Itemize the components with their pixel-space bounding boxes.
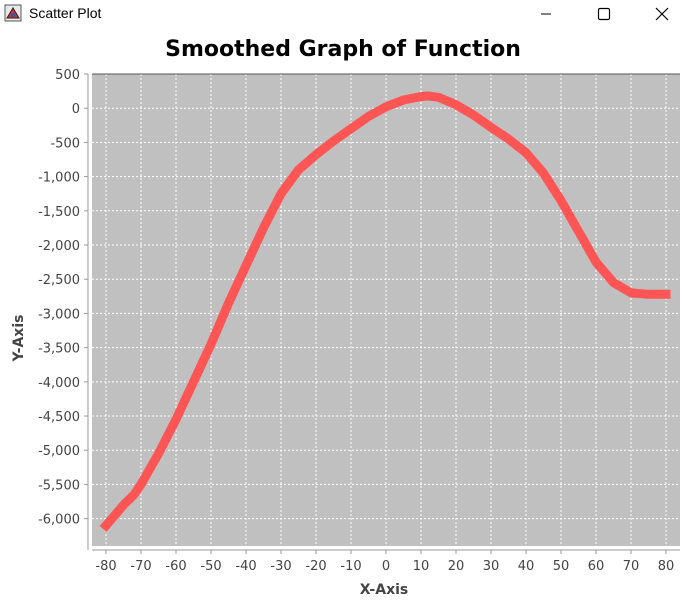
x-tick-label: -10: [340, 559, 361, 574]
y-tick-label: -2,000: [38, 239, 80, 254]
x-tick-labels: -80 -70 -60 -50 -40 -30 -20 -10 0 10 20 30 40 50 60 70 8…: [95, 550, 674, 574]
y-tick-label: 500: [55, 68, 80, 83]
y-tick-label: -4,500: [38, 410, 80, 425]
close-button[interactable]: [633, 0, 687, 27]
x-axis-label: X-Axis: [360, 582, 408, 598]
window-title: Scatter Plot: [29, 5, 102, 21]
x-tick-label: -80: [95, 559, 116, 574]
minimize-button[interactable]: [517, 0, 575, 27]
x-tick-label: -70: [130, 559, 151, 574]
y-tick-label: -4,000: [38, 376, 80, 391]
chart: Smoothed Graph of Function 5000-500-1,00…: [11, 37, 680, 598]
x-tick-label: 70: [623, 559, 640, 574]
x-tick-label: 40: [518, 559, 535, 574]
x-tick-label: -30: [270, 559, 291, 574]
y-axis-label: Y-Axis: [11, 315, 27, 363]
x-tick-label: 50: [553, 559, 570, 574]
x-tick-label: 30: [483, 559, 500, 574]
x-tick-label: -20: [305, 559, 326, 574]
y-tick-label: -2,500: [38, 273, 80, 288]
y-tick-label: -3,000: [38, 307, 80, 322]
app-icon: [4, 4, 22, 22]
y-tick-label: 0: [72, 102, 80, 117]
window-titlebar: Scatter Plot: [0, 0, 687, 27]
x-tick-label: -40: [235, 559, 256, 574]
x-tick-label: -60: [165, 559, 186, 574]
x-tick-label: 10: [413, 559, 430, 574]
y-tick-label: -5,500: [38, 478, 80, 493]
data-series: [99, 91, 671, 532]
y-tick-label: -3,500: [38, 342, 80, 357]
y-tick-label: -6,000: [38, 513, 80, 528]
x-tick-label: 80: [658, 559, 675, 574]
x-tick-label: -50: [200, 559, 221, 574]
x-tick-label: 60: [588, 559, 605, 574]
y-tick-label: -1,000: [38, 171, 80, 186]
y-tick-labels: 500 0 -500 -1,000 -1,500 -2,000 -2,500 -3,000 -3…: [38, 68, 88, 528]
chart-panel: Smoothed Graph of Function 500 0 -500 -1,00…: [0, 27, 687, 603]
chart-title: Smoothed Graph of Function: [165, 37, 521, 62]
y-tick-label: -1,500: [38, 205, 80, 220]
maximize-icon: [597, 7, 611, 20]
minimize-icon: [541, 13, 551, 14]
y-tick-label: -5,000: [38, 444, 80, 459]
close-icon: [655, 7, 669, 20]
y-tick-label: -500: [50, 136, 80, 151]
x-tick-label: 0: [382, 559, 390, 574]
grid-lines: [92, 73, 680, 546]
maximize-button[interactable]: [575, 0, 633, 27]
x-tick-label: 20: [448, 559, 465, 574]
series-line: [99, 91, 671, 532]
